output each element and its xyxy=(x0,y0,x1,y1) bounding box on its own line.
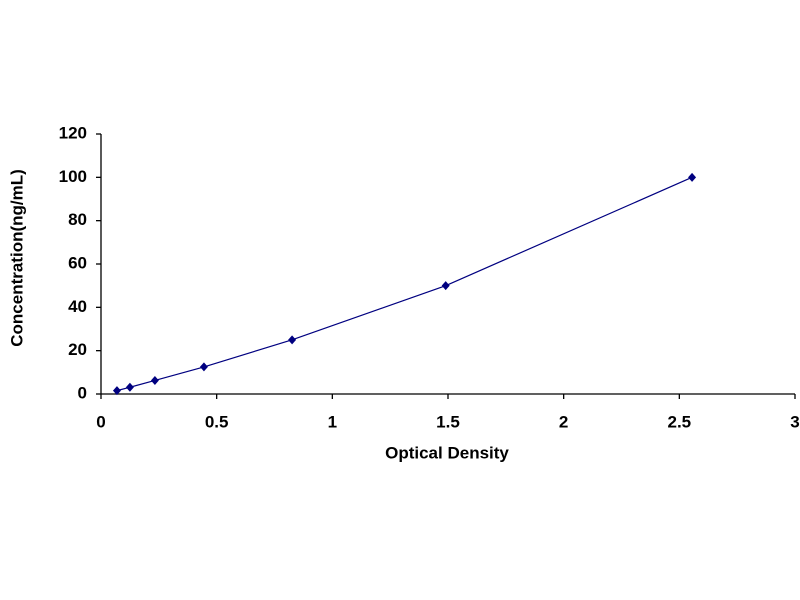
x-tick-label: 1.5 xyxy=(436,412,460,431)
x-tick-label: 3 xyxy=(790,412,799,431)
data-point xyxy=(288,335,297,345)
x-tick-label: 2.5 xyxy=(668,412,692,431)
x-axis-title: Optical Density xyxy=(385,443,509,462)
x-tick-label: 2 xyxy=(559,412,568,431)
y-tick-label: 0 xyxy=(78,383,87,402)
data-point xyxy=(125,382,134,392)
data-point xyxy=(441,281,450,291)
x-tick-label: 1 xyxy=(328,412,337,431)
y-tick-label: 80 xyxy=(68,210,87,229)
y-tick-label: 120 xyxy=(59,123,87,142)
data-point xyxy=(112,386,121,396)
y-axis-title: Concentration(ng/mL) xyxy=(7,169,26,347)
x-tick-label: 0.5 xyxy=(205,412,229,431)
y-tick-label: 40 xyxy=(68,297,87,316)
data-point xyxy=(688,172,697,182)
y-tick-label: 100 xyxy=(59,167,87,186)
y-tick-label: 60 xyxy=(68,253,87,272)
data-point xyxy=(150,375,159,385)
x-tick-label: 0 xyxy=(96,412,105,431)
data-point xyxy=(199,362,208,372)
y-tick-label: 20 xyxy=(68,340,87,359)
